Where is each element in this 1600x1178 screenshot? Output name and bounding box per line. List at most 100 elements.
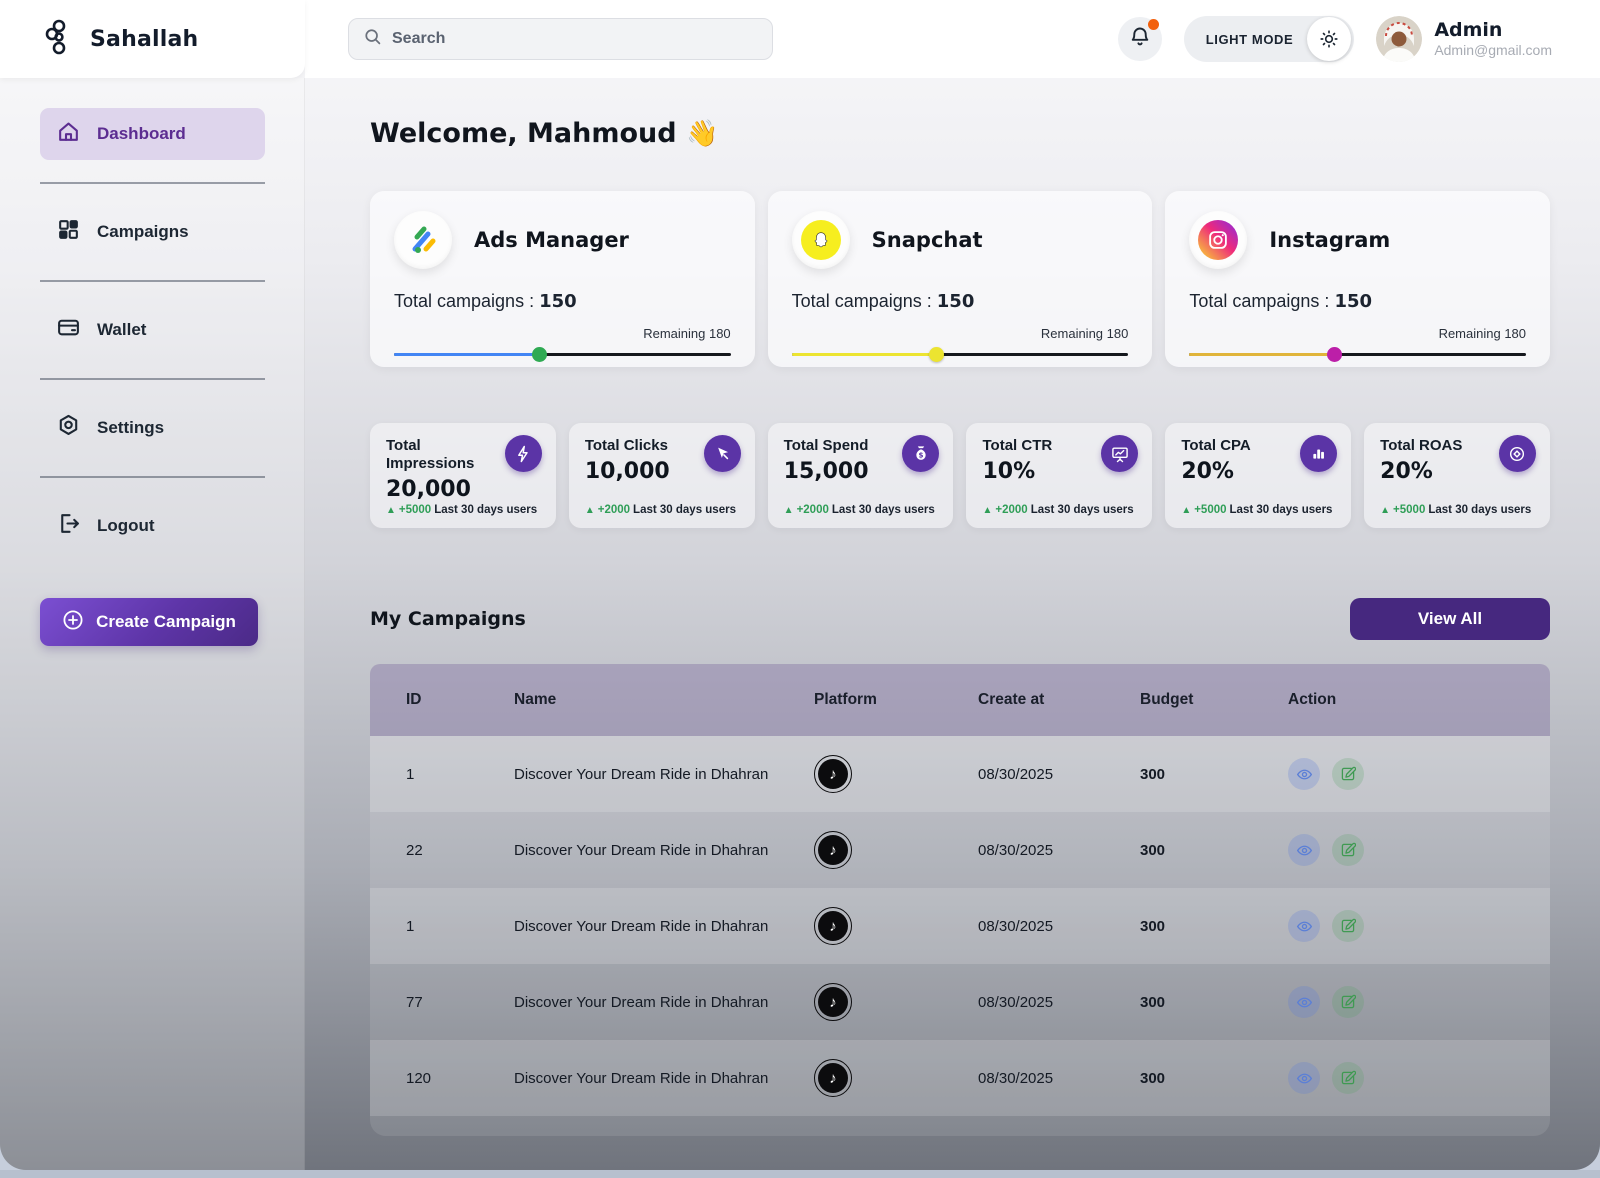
sidebar-item-logout[interactable]: Logout bbox=[40, 500, 265, 552]
cell-create-at: 08/30/2025 bbox=[978, 1069, 1054, 1087]
sidebar-item-label: Settings bbox=[97, 418, 165, 437]
view-campaign-button[interactable] bbox=[1288, 834, 1320, 866]
stat-card-cpa: Total CPA 20% ▲ +5000 Last 30 days users bbox=[1165, 423, 1352, 528]
column-header-id: ID bbox=[406, 691, 422, 708]
platform-card-title: Ads Manager bbox=[474, 228, 629, 252]
progress-knob bbox=[1327, 347, 1343, 362]
view-campaign-button[interactable] bbox=[1288, 1062, 1320, 1094]
cell-create-at: 08/30/2025 bbox=[978, 765, 1054, 783]
section-title-my-campaigns: My Campaigns bbox=[370, 608, 526, 630]
column-header-create-at: Create at bbox=[978, 691, 1045, 708]
up-trend-icon: ▲ bbox=[1380, 505, 1391, 516]
stat-title: Total Spend bbox=[783, 437, 869, 454]
theme-toggle-label: LIGHT MODE bbox=[1205, 31, 1294, 47]
settings-gear-icon bbox=[56, 413, 81, 443]
stat-title: Total Impressions bbox=[386, 437, 475, 472]
stat-note: ▲ +2000 Last 30 days users bbox=[982, 504, 1134, 516]
tiktok-icon: ♪ bbox=[814, 755, 852, 793]
sidebar-item-label: Campaigns bbox=[97, 222, 189, 241]
cursor-icon bbox=[703, 435, 741, 472]
edit-campaign-button[interactable] bbox=[1332, 758, 1364, 790]
user-menu[interactable]: Admin Admin@gmail.com bbox=[1376, 16, 1552, 62]
edit-campaign-button[interactable] bbox=[1332, 834, 1364, 866]
stat-card-ctr: Total CTR 10% ▲ +2000 Last 30 days users bbox=[966, 423, 1153, 528]
cell-name: Discover Your Dream Ride in Dhahran bbox=[514, 917, 769, 935]
tiktok-icon: ♪ bbox=[814, 1059, 852, 1097]
avatar bbox=[1376, 16, 1423, 62]
cell-id: 120 bbox=[406, 1069, 432, 1087]
cell-create-at: 08/30/2025 bbox=[978, 841, 1054, 859]
tiktok-icon: ♪ bbox=[814, 831, 852, 869]
target-icon bbox=[1498, 435, 1536, 472]
sidebar-logo-area: Sahallah bbox=[0, 0, 305, 78]
user-email: Admin@gmail.com bbox=[1434, 41, 1552, 58]
cell-id: 1 bbox=[406, 917, 415, 935]
user-name: Admin bbox=[1434, 19, 1503, 42]
stat-note: ▲ +5000 Last 30 days users bbox=[386, 504, 538, 516]
snapchat-icon bbox=[791, 211, 850, 269]
up-trend-icon: ▲ bbox=[1181, 505, 1192, 516]
edit-campaign-button[interactable] bbox=[1332, 910, 1364, 942]
sahallah-logo-icon bbox=[40, 18, 78, 61]
sidebar-item-settings[interactable]: Settings bbox=[40, 402, 265, 454]
platform-card-ads-manager: Ads Manager Total campaigns : 150 Remain… bbox=[370, 191, 755, 367]
stat-note: ▲ +5000 Last 30 days users bbox=[1380, 504, 1532, 516]
table-row: 77 Discover Your Dream Ride in Dhahran ♪… bbox=[370, 964, 1550, 1040]
cell-name: Discover Your Dream Ride in Dhahran bbox=[514, 1069, 769, 1087]
cell-id: 1 bbox=[406, 765, 415, 783]
sidebar-item-campaigns[interactable]: Campaigns bbox=[40, 206, 265, 258]
search-input[interactable] bbox=[392, 30, 758, 48]
platform-card-instagram: Instagram Total campaigns : 150 Remainin… bbox=[1165, 191, 1551, 367]
sidebar-item-wallet[interactable]: Wallet bbox=[40, 304, 265, 356]
tiktok-icon: ♪ bbox=[814, 907, 852, 945]
notifications-button[interactable] bbox=[1117, 17, 1162, 61]
plus-circle-icon bbox=[62, 609, 84, 636]
stat-title: Total CTR bbox=[982, 437, 1053, 454]
up-trend-icon: ▲ bbox=[584, 505, 595, 516]
sun-icon bbox=[1307, 17, 1352, 61]
stat-card-spend: Total Spend $ 15,000 ▲ +2000 Last 30 days … bbox=[767, 423, 954, 528]
view-campaign-button[interactable] bbox=[1288, 910, 1320, 942]
tiktok-icon: ♪ bbox=[814, 983, 852, 1021]
table-row: 120 Discover Your Dream Ride in Dhahran … bbox=[370, 1040, 1550, 1116]
view-all-button[interactable]: View All bbox=[1350, 598, 1550, 640]
stat-note: ▲ +2000 Last 30 days users bbox=[783, 504, 935, 516]
remaining-label: Remaining 180 bbox=[1040, 326, 1129, 341]
app-title: Sahallah bbox=[90, 26, 199, 52]
search-icon bbox=[363, 27, 382, 51]
total-campaigns: Total campaigns : 150 bbox=[394, 291, 577, 312]
cell-budget: 300 bbox=[1140, 1069, 1166, 1087]
theme-toggle[interactable]: LIGHT MODE bbox=[1183, 16, 1355, 62]
create-campaign-button[interactable]: Create Campaign bbox=[40, 598, 258, 646]
sidebar-item-dashboard[interactable]: Dashboard bbox=[40, 108, 265, 160]
cell-budget: 300 bbox=[1140, 841, 1166, 859]
column-header-budget: Budget bbox=[1140, 691, 1194, 708]
campaigns-table: ID Name Platform Create at Budget Action… bbox=[370, 664, 1550, 1136]
instagram-icon bbox=[1189, 211, 1248, 269]
campaigns-progress-bar bbox=[791, 347, 1129, 362]
progress-knob bbox=[531, 347, 547, 362]
ads-manager-icon bbox=[394, 211, 452, 269]
total-campaigns: Total campaigns : 150 bbox=[791, 291, 975, 312]
edit-campaign-button[interactable] bbox=[1332, 1062, 1364, 1094]
stat-card-clicks: Total Clicks 10,000 ▲ +2000 Last 30 days u… bbox=[568, 423, 755, 528]
bolt-icon bbox=[504, 435, 542, 472]
notification-dot bbox=[1147, 19, 1159, 30]
wallet-card-icon bbox=[56, 315, 81, 345]
stat-value: 20% bbox=[1380, 459, 1433, 484]
stat-value: 10,000 bbox=[584, 459, 670, 484]
sidebar-divider bbox=[40, 182, 265, 184]
up-trend-icon: ▲ bbox=[783, 505, 794, 516]
stat-title: Total Clicks bbox=[584, 437, 668, 454]
view-campaign-button[interactable] bbox=[1288, 758, 1320, 790]
edit-campaign-button[interactable] bbox=[1332, 986, 1364, 1018]
campaigns-progress-bar bbox=[394, 347, 731, 362]
chart-board-icon bbox=[1101, 435, 1139, 472]
remaining-label: Remaining 180 bbox=[643, 326, 731, 341]
search-box[interactable] bbox=[348, 18, 773, 60]
logout-icon bbox=[56, 511, 81, 541]
view-campaign-button[interactable] bbox=[1288, 986, 1320, 1018]
stat-value: 20,000 bbox=[386, 477, 471, 502]
total-campaigns: Total campaigns : 150 bbox=[1189, 291, 1373, 312]
cell-name: Discover Your Dream Ride in Dhahran bbox=[514, 765, 769, 783]
